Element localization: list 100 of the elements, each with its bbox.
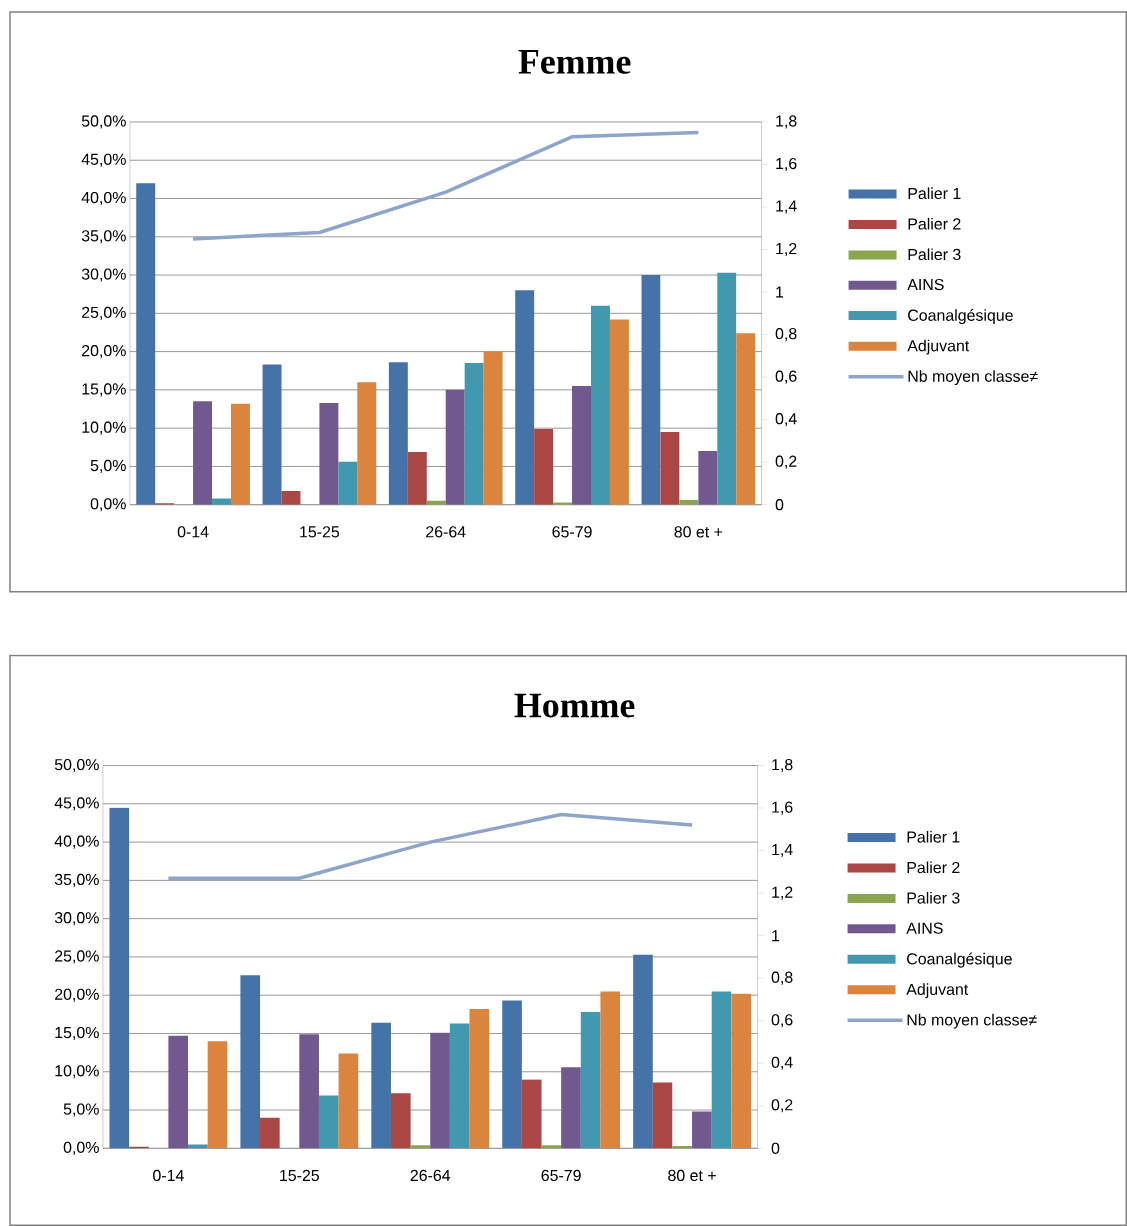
legend-label: Palier 2: [907, 861, 960, 874]
bar: [502, 1000, 522, 1149]
y2-tick-label: 1,4: [772, 844, 793, 858]
bar: [660, 431, 680, 505]
y2-tick-label: 1,6: [776, 157, 797, 172]
bar: [590, 305, 610, 505]
bar: [192, 401, 212, 505]
bar: [711, 991, 732, 1149]
legend-label: Palier 1: [907, 830, 960, 843]
bar: [541, 1145, 562, 1149]
bar: [469, 1008, 490, 1149]
y-tick-label: 35,0%: [81, 230, 126, 244]
bar: [600, 991, 620, 1149]
x-tick-label: 15-25: [300, 526, 339, 538]
y2-tick-label: 1: [776, 286, 783, 298]
y-tick-label: 50,0%: [54, 758, 99, 773]
y-tick-label: 0,0%: [63, 1141, 99, 1155]
x-tick-label: 65-79: [541, 1169, 581, 1182]
x-tick-label: 80 et +: [668, 1169, 716, 1182]
y2-tick-label: 0,6: [775, 370, 797, 384]
y-tick-label: 40,0%: [54, 835, 99, 849]
bar: [515, 290, 535, 505]
y-tick-label: 20,0%: [54, 988, 99, 1002]
y2-tick-label: 0,8: [771, 971, 793, 985]
y-tick-label: 0,0%: [90, 498, 126, 512]
bar: [430, 1032, 450, 1149]
legend-label: AINS: [906, 922, 943, 934]
bar: [731, 993, 751, 1149]
y2-tick-label: 1,6: [772, 801, 793, 815]
bar: [390, 1093, 411, 1149]
bar: [357, 382, 377, 505]
bar: [136, 183, 156, 505]
legend-label: Coanalgésique: [906, 952, 1012, 968]
x-tick-label: 15-25: [280, 1169, 319, 1182]
y2-tick-label: 1: [772, 930, 779, 942]
bar: [319, 402, 339, 505]
bar: [407, 451, 427, 505]
legend-label: AINS: [907, 278, 944, 291]
bar: [534, 428, 553, 505]
line-series: [166, 812, 694, 880]
y-tick-label: 45,0%: [81, 153, 126, 167]
bar: [388, 362, 408, 505]
y-tick-label: 40,0%: [81, 191, 126, 206]
bar: [736, 333, 756, 505]
bar: [318, 1095, 339, 1149]
bar: [483, 351, 503, 505]
y-tick-label: 30,0%: [81, 268, 126, 282]
y2-tick-label: 1,8: [772, 758, 793, 773]
bar: [338, 1053, 359, 1149]
y2-tick-label: 0,2: [771, 1099, 793, 1113]
bar: [691, 1111, 712, 1149]
bar: [445, 389, 465, 505]
bar: [207, 1041, 228, 1149]
y-tick-label: 45,0%: [54, 797, 99, 811]
bar: [580, 1012, 601, 1149]
y2-tick-label: 1,8: [776, 115, 797, 129]
y-tick-label: 15,0%: [82, 383, 126, 397]
y-tick-label: 10,0%: [82, 421, 126, 435]
legend-label: Adjuvant: [906, 983, 968, 999]
x-tick-label: 0-14: [177, 526, 209, 538]
line-series: [191, 130, 700, 241]
y2-tick-label: 0,4: [771, 1056, 793, 1070]
y2-tick-label: 0,4: [775, 413, 797, 427]
y2-tick-label: 1,4: [776, 200, 797, 214]
y2-tick-label: 0,6: [771, 1014, 793, 1028]
legend-label: Palier 1: [908, 187, 961, 200]
bar: [259, 1117, 280, 1149]
y-tick-label: 5,0%: [63, 1103, 99, 1117]
y-tick-label: 5,0%: [90, 459, 126, 473]
y2-tick-label: 1,2: [772, 886, 793, 900]
y2-tick-label: 0: [775, 499, 784, 511]
y2-tick-label: 0,2: [775, 455, 797, 469]
y2-tick-label: 0: [771, 1142, 780, 1154]
bar: [717, 272, 737, 505]
legend-label: Nb moyen classe≠: [907, 1013, 1037, 1029]
y-tick-label: 50,0%: [81, 115, 126, 129]
bar: [168, 1035, 188, 1149]
bar: [652, 1082, 673, 1149]
legend-label: Palier 3: [907, 892, 960, 904]
y-tick-label: 25,0%: [81, 306, 126, 320]
bar: [281, 490, 301, 505]
bar: [449, 1023, 470, 1149]
bar: [230, 403, 250, 505]
x-tick-label: 80 et +: [674, 526, 722, 538]
bar: [571, 386, 591, 505]
y-tick-label: 35,0%: [54, 873, 99, 887]
legend-label: Coanalgésique: [907, 309, 1013, 325]
bar: [521, 1079, 542, 1149]
y-tick-label: 20,0%: [81, 345, 126, 359]
x-tick-label: 0-14: [152, 1169, 184, 1182]
y-tick-label: 25,0%: [54, 950, 99, 964]
legend-label: Palier 2: [908, 217, 961, 230]
legend-label: Adjuvant: [907, 339, 969, 355]
x-tick-label: 26-64: [426, 526, 466, 538]
legend-label: Palier 3: [908, 248, 961, 261]
bar: [561, 1067, 581, 1149]
chart-title: Femme: [518, 50, 631, 74]
legend-label: Nb moyen classe≠: [908, 370, 1038, 386]
bar: [262, 364, 282, 505]
bar: [371, 1022, 391, 1149]
